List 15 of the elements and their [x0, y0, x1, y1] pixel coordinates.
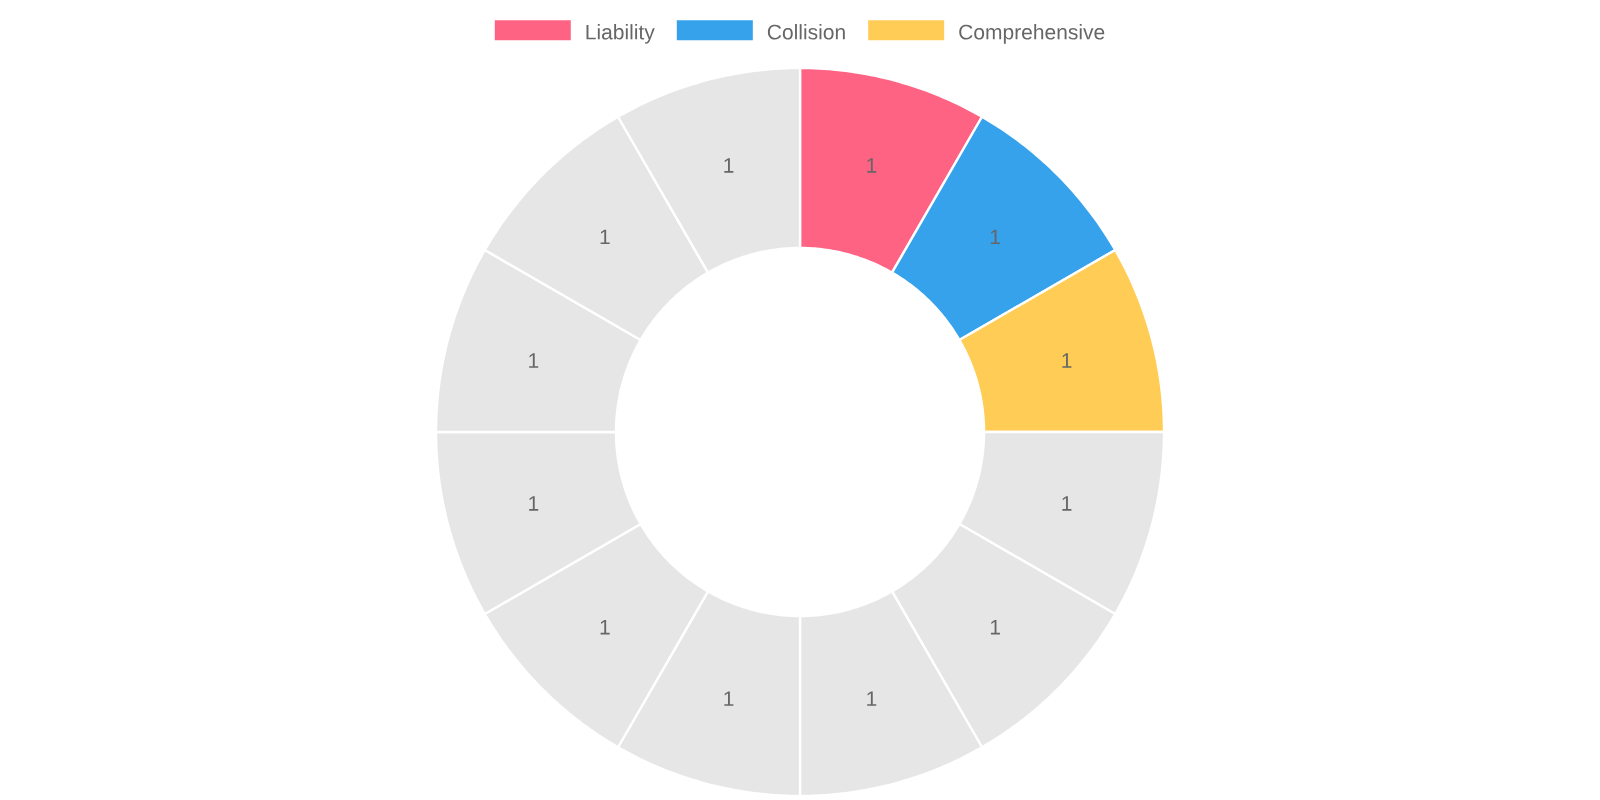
data-label: 1 [867, 691, 877, 706]
data-label: 1 [990, 619, 1000, 635]
legend-label: Collision [767, 24, 845, 40]
data-label: 1 [867, 158, 877, 173]
data-label: 1 [1062, 353, 1072, 368]
data-label: 1 [1062, 496, 1072, 511]
data-label: 1 [529, 353, 539, 368]
data-label: 1 [724, 691, 734, 706]
data-label: 1 [600, 229, 610, 245]
legend-label: Comprehensive [959, 24, 1105, 44]
data-label: 1 [529, 496, 539, 511]
data-label: 1 [600, 619, 610, 635]
data-label: 1 [724, 158, 734, 173]
data-label: 1 [990, 229, 1000, 245]
legend-label: Liability [586, 24, 655, 44]
